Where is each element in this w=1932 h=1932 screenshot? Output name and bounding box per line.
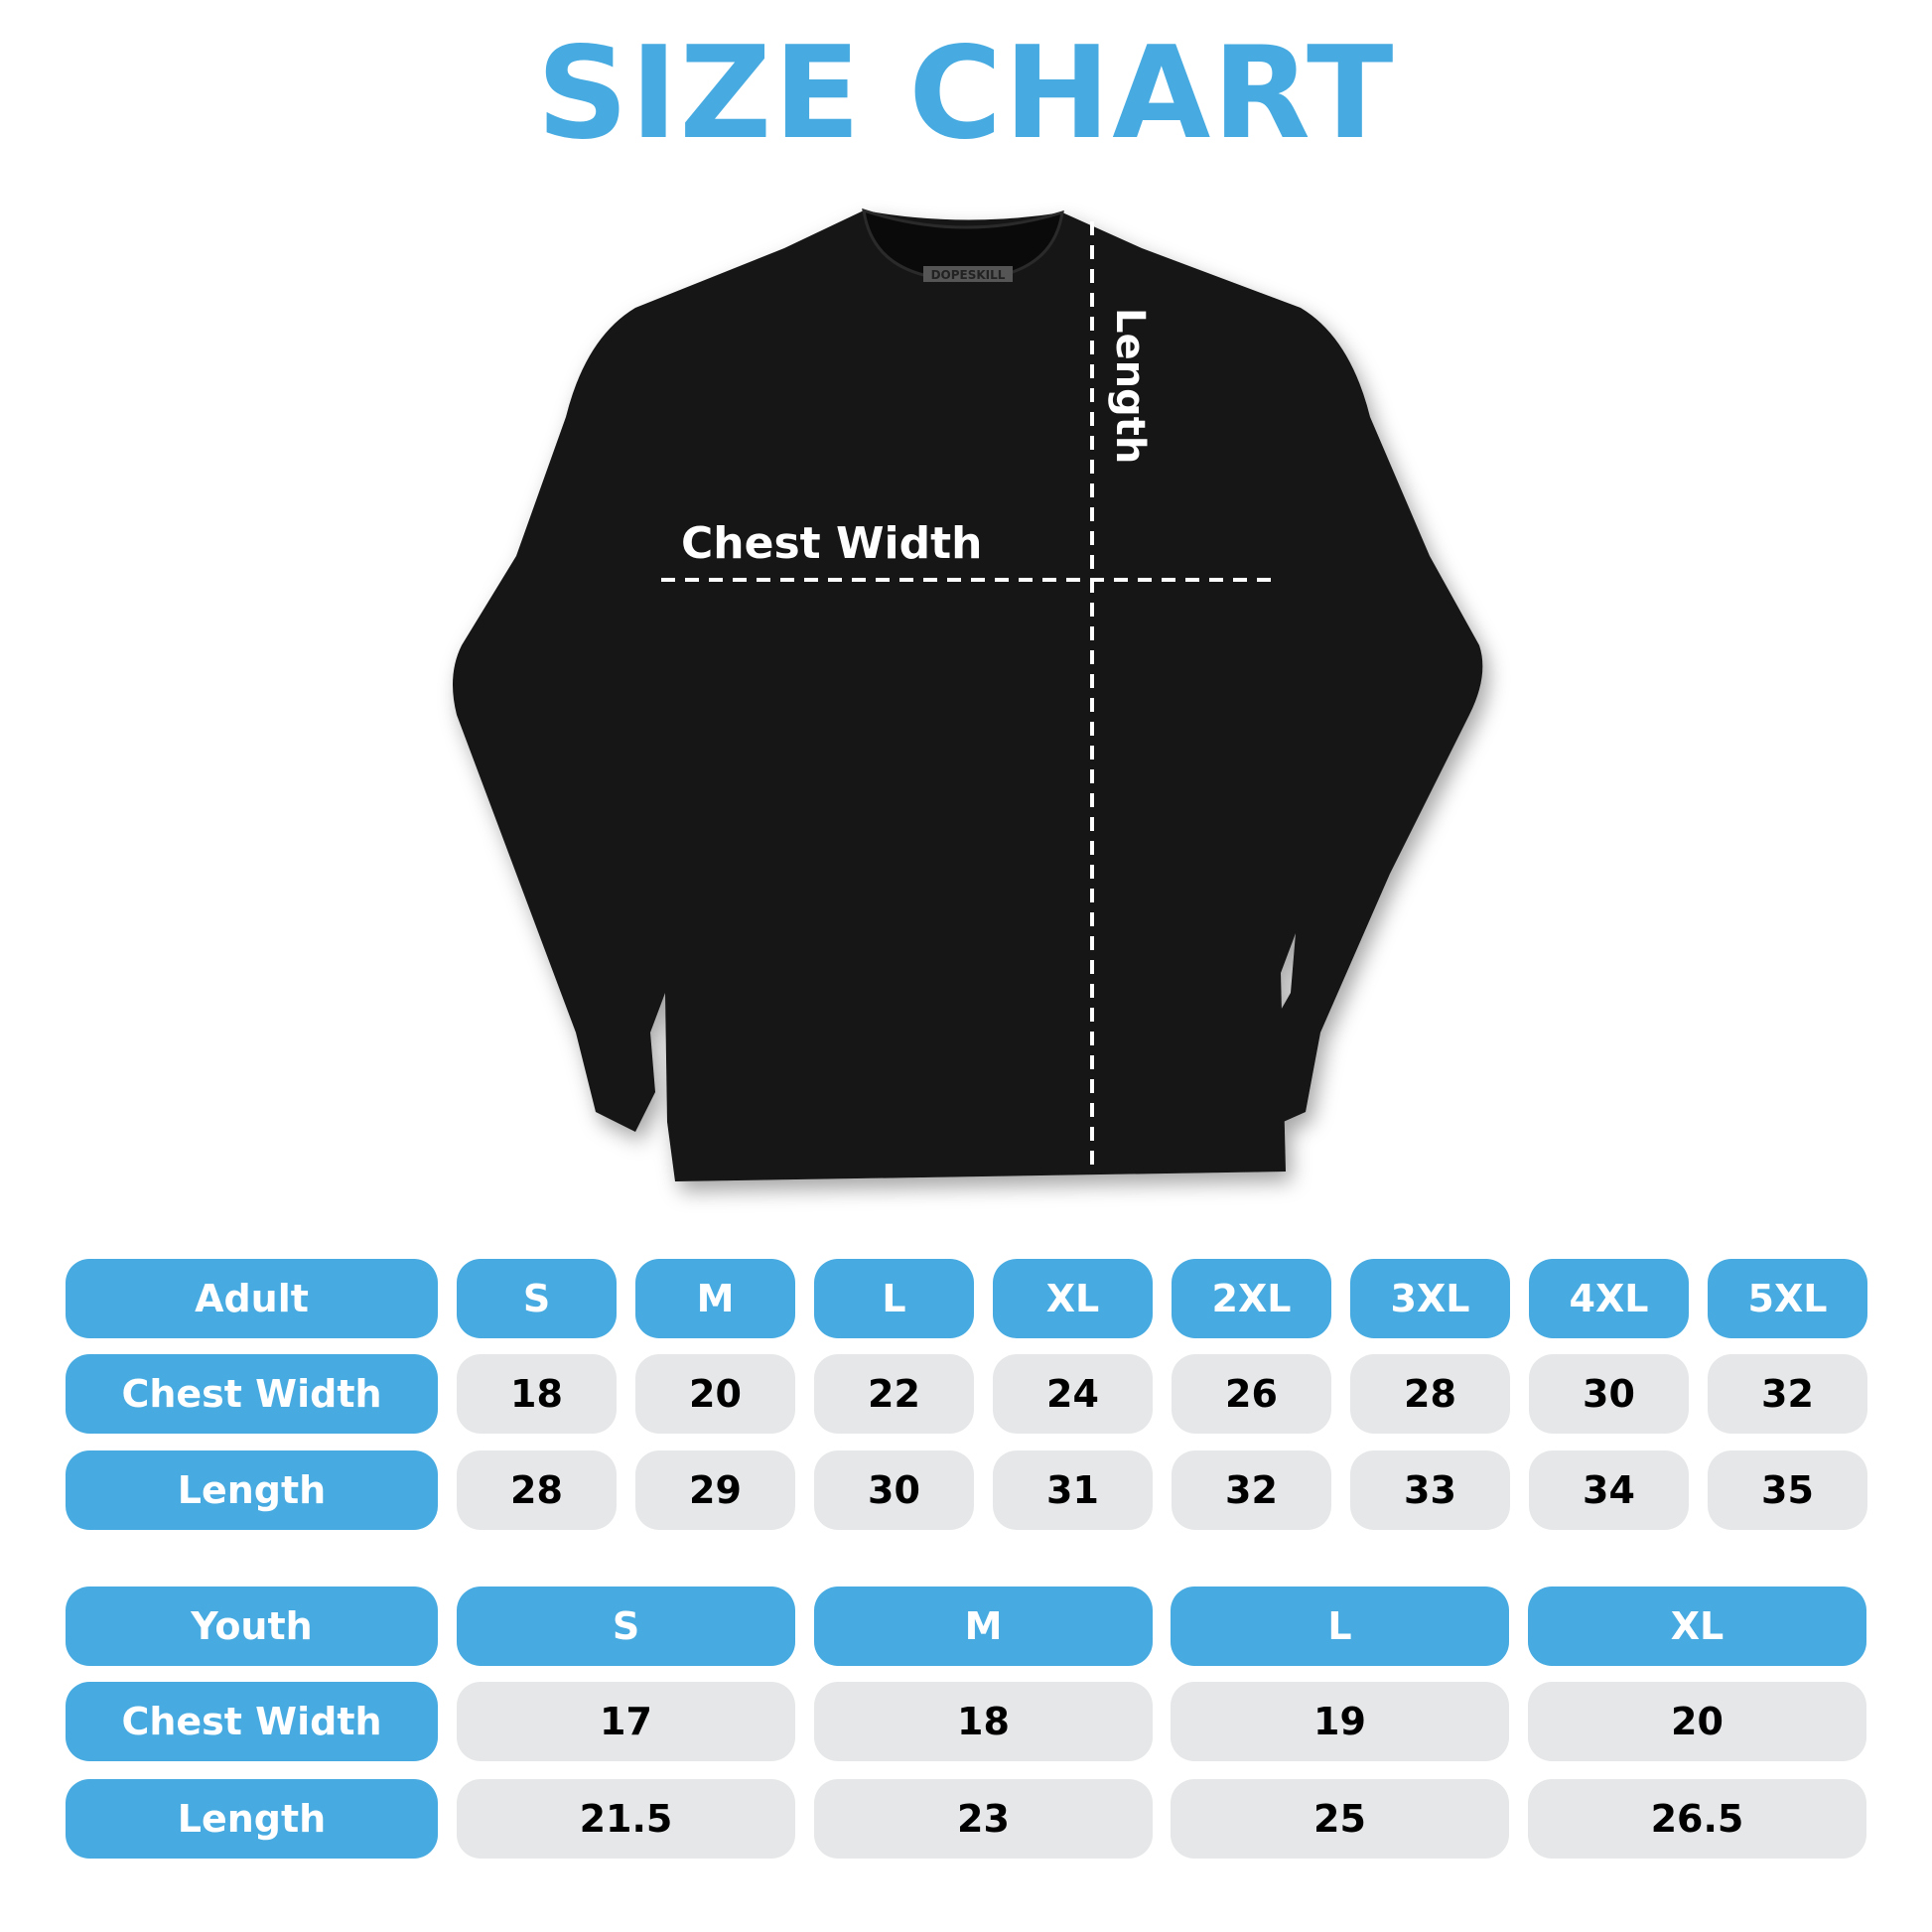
adult-size-2XL: 2XL [1172,1259,1331,1338]
chest-width-label: Chest Width [681,518,982,569]
shirt-diagram: DOPESKILL Chest Width Length [453,207,1483,1181]
youth-row-label: Chest Width [66,1682,438,1761]
page-title: SIZE CHART [536,20,1396,168]
adult-row-label: Length [66,1450,438,1530]
adult-row-label: Chest Width [66,1354,438,1434]
adult-size-4XL: 4XL [1529,1259,1689,1338]
adult-value-cell: 30 [1529,1354,1689,1434]
adult-size-3XL: 3XL [1350,1259,1510,1338]
adult-value-cell: 32 [1708,1354,1867,1434]
adult-value-cell: 30 [814,1450,974,1530]
adult-value-cell: 28 [1350,1354,1510,1434]
shirt-image [453,210,1483,1181]
youth-value-cell: 19 [1171,1682,1509,1761]
brand-tag-text: DOPESKILL [931,268,1006,282]
youth-size-L: L [1171,1587,1509,1666]
length-label: Length [1107,308,1153,464]
adult-value-cell: 35 [1708,1450,1867,1530]
youth-value-cell: 25 [1171,1779,1509,1859]
youth-size-XL: XL [1528,1587,1866,1666]
adult-value-cell: 34 [1529,1450,1689,1530]
adult-value-cell: 24 [993,1354,1153,1434]
youth-row-label: Length [66,1779,438,1859]
adult-size-L: L [814,1259,974,1338]
adult-value-cell: 20 [635,1354,795,1434]
adult-value-cell: 26 [1172,1354,1331,1434]
youth-value-cell: 23 [814,1779,1153,1859]
adult-size-XL: XL [993,1259,1153,1338]
adult-size-5XL: 5XL [1708,1259,1867,1338]
adult-value-cell: 22 [814,1354,974,1434]
adult-size-S: S [457,1259,617,1338]
adult-value-cell: 18 [457,1354,617,1434]
adult-value-cell: 33 [1350,1450,1510,1530]
youth-value-cell: 21.5 [457,1779,795,1859]
youth-size-M: M [814,1587,1153,1666]
youth-value-cell: 26.5 [1528,1779,1866,1859]
adult-value-cell: 28 [457,1450,617,1530]
youth-value-cell: 17 [457,1682,795,1761]
adult-value-cell: 29 [635,1450,795,1530]
adult-size-M: M [635,1259,795,1338]
adult-value-cell: 32 [1172,1450,1331,1530]
brand-tag [923,266,1013,282]
youth-header: Youth [66,1587,438,1666]
adult-value-cell: 31 [993,1450,1153,1530]
youth-value-cell: 18 [814,1682,1153,1761]
youth-value-cell: 20 [1528,1682,1866,1761]
youth-size-S: S [457,1587,795,1666]
adult-header: Adult [66,1259,438,1338]
